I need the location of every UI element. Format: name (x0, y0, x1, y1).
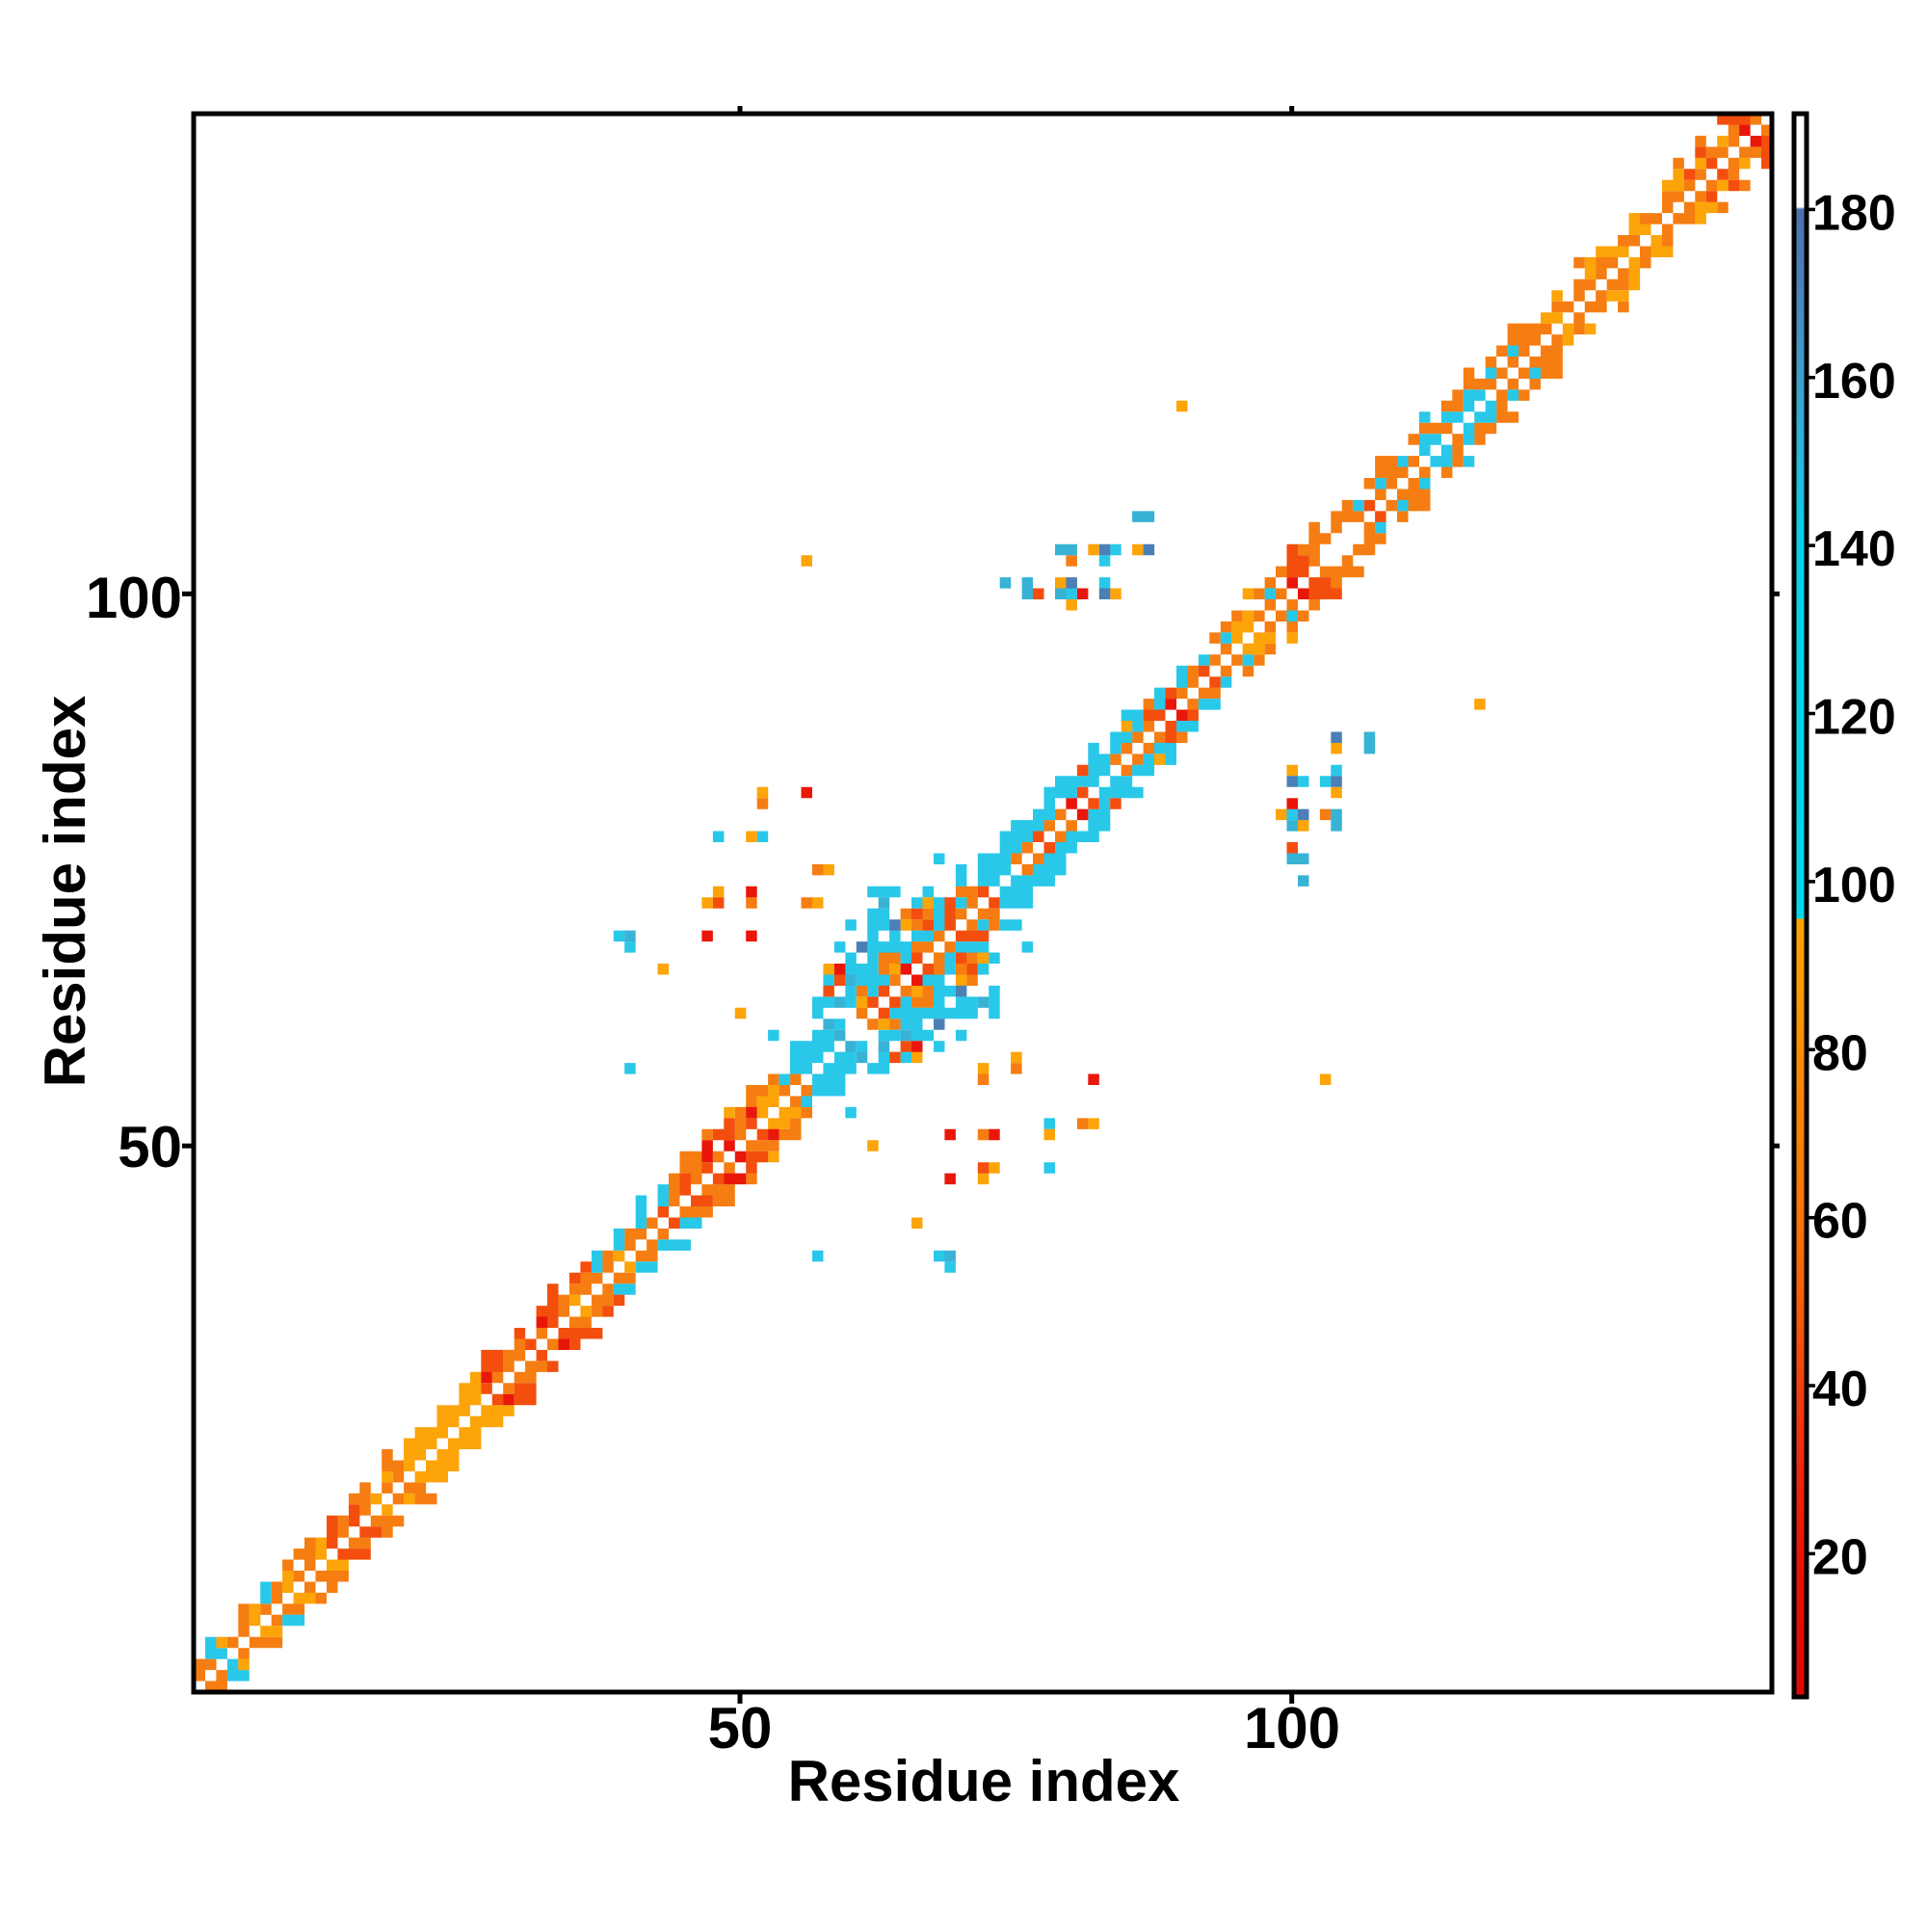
svg-text:160: 160 (1812, 354, 1896, 410)
svg-text:100: 100 (1812, 858, 1896, 913)
svg-text:Residue index: Residue index (33, 696, 97, 1088)
svg-text:100: 100 (86, 566, 182, 630)
svg-text:40: 40 (1812, 1362, 1868, 1417)
svg-text:50: 50 (118, 1115, 182, 1179)
svg-text:180: 180 (1812, 185, 1896, 241)
svg-text:60: 60 (1812, 1194, 1868, 1250)
svg-text:Residue index: Residue index (788, 1749, 1180, 1813)
svg-text:20: 20 (1812, 1529, 1868, 1585)
svg-text:50: 50 (708, 1696, 773, 1760)
svg-text:140: 140 (1812, 521, 1896, 577)
svg-text:100: 100 (1244, 1696, 1340, 1760)
svg-text:120: 120 (1812, 690, 1896, 746)
svg-text:80: 80 (1812, 1025, 1868, 1081)
